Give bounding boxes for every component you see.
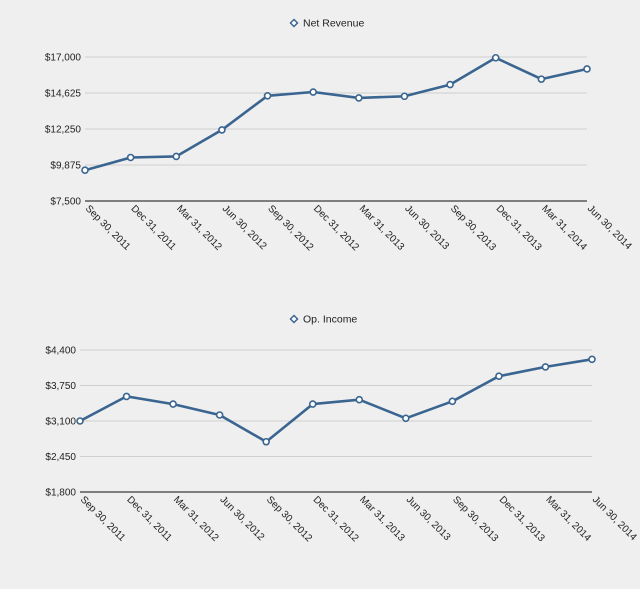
revenue-data-point	[583, 65, 591, 73]
revenue-legend-label: Net Revenue	[303, 18, 364, 30]
income-y-tick-label: $3,750	[45, 381, 76, 392]
net-revenue-chart: Net Revenue $7,500 $9,875 $12,250 $14,625 $17…	[45, 18, 634, 254]
revenue-data-point	[81, 166, 89, 175]
revenue-y-tick-label: $12,250	[45, 125, 82, 136]
income-data-point	[215, 411, 224, 419]
income-y-tick-label: $2,450	[45, 452, 76, 463]
revenue-data-point	[400, 92, 409, 101]
revenue-x-tick-label: Sep 30, 2013	[448, 203, 498, 253]
revenue-data-point	[309, 88, 317, 96]
income-data-point	[495, 372, 503, 381]
revenue-data-point	[218, 126, 226, 134]
income-x-tick-label: Sep 30, 2012	[264, 494, 314, 544]
income-data-point	[76, 417, 84, 425]
income-x-tick-label: Dec 31, 2011	[124, 494, 174, 544]
revenue-x-tick-label: Mar 31, 2014	[539, 203, 589, 253]
revenue-legend: Net Revenue	[289, 18, 364, 30]
income-x-tick-label: Jun 30, 2012	[218, 494, 267, 543]
income-series-line	[79, 358, 593, 444]
revenue-data-point	[446, 80, 454, 89]
revenue-x-tick-label: Sep 30, 2012	[265, 203, 315, 253]
income-x-tick-label: Dec 31, 2013	[497, 494, 547, 544]
income-x-tick-label: Jun 30, 2014	[590, 494, 639, 543]
revenue-x-tick-label: Jun 30, 2014	[585, 203, 634, 252]
income-x-tick-label: Mar 31, 2014	[543, 494, 593, 544]
income-data-point	[448, 397, 457, 406]
revenue-data-point	[126, 153, 135, 162]
revenue-data-point	[172, 152, 181, 161]
revenue-data-point	[491, 53, 500, 62]
income-data-point	[588, 355, 596, 364]
revenue-x-tick-label: Sep 30, 2011	[83, 203, 133, 253]
revenue-y-tick-label: $9,875	[50, 161, 81, 172]
revenue-data-point	[537, 75, 546, 83]
revenue-y-tick-label: $17,000	[45, 53, 82, 64]
income-y-tick-label: $1,800	[45, 488, 76, 499]
income-x-tick-label: Jun 30, 2013	[404, 494, 453, 543]
income-legend-label: Op. Income	[303, 314, 357, 326]
revenue-x-tick-label: Jun 30, 2012	[220, 203, 269, 252]
income-x-tick-label: Dec 31, 2012	[311, 494, 361, 544]
revenue-x-tick-label: Dec 31, 2013	[494, 203, 544, 253]
income-data-point	[122, 392, 131, 401]
income-x-tick-label: Sep 30, 2011	[78, 494, 128, 544]
revenue-data-point	[355, 94, 363, 102]
revenue-x-tick-label: Jun 30, 2013	[402, 203, 451, 252]
income-x-tick-label: Mar 31, 2013	[357, 494, 407, 544]
income-x-tick-label: Sep 30, 2013	[450, 494, 500, 544]
income-data-point	[541, 363, 550, 371]
income-data-point	[169, 400, 177, 408]
revenue-x-tick-label: Mar 31, 2012	[174, 203, 224, 253]
income-data-point	[402, 414, 410, 423]
income-y-tick-label: $3,100	[45, 417, 76, 428]
income-x-tick-label: Mar 31, 2012	[171, 494, 221, 544]
income-data-point	[262, 437, 270, 446]
revenue-y-tick-label: $7,500	[50, 197, 81, 208]
revenue-x-tick-label: Dec 31, 2012	[311, 203, 361, 253]
income-legend: Op. Income	[289, 314, 357, 326]
income-data-point	[308, 400, 317, 408]
revenue-x-tick-label: Mar 31, 2013	[357, 203, 407, 253]
revenue-data-point	[263, 92, 272, 100]
income-data-point	[355, 395, 364, 404]
income-y-tick-label: $4,400	[45, 346, 76, 357]
op-income-chart: Op. Income $1,800 $2,450 $3,100 $3,750 $4,400…	[45, 314, 639, 545]
revenue-y-tick-label: $14,625	[45, 89, 82, 100]
revenue-series-line	[84, 56, 588, 172]
legend-marker-icon	[289, 314, 299, 324]
revenue-x-tick-label: Dec 31, 2011	[129, 203, 179, 253]
legend-marker-icon	[289, 18, 299, 28]
